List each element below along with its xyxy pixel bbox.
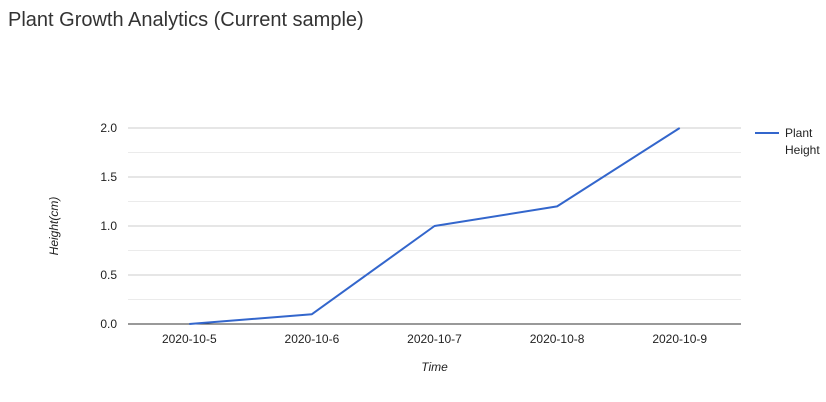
legend-label: Plant Height: [785, 126, 820, 157]
y-tick-label: 0.5: [100, 268, 117, 282]
grid-lines: [128, 127, 741, 300]
x-tick-label: 2020-10-5: [162, 332, 217, 346]
x-tick-label: 2020-10-8: [530, 332, 585, 346]
y-tick-label: 1.0: [100, 219, 117, 233]
series-lines: [189, 127, 681, 325]
y-tick-label: 0.0: [100, 317, 117, 331]
legend[interactable]: Plant Height: [755, 126, 820, 157]
y-tick-labels: 0.0 0.5 1.0 1.5 2.0: [100, 121, 117, 331]
x-axis-title: Time: [421, 360, 448, 374]
x-tick-label: 2020-10-9: [652, 332, 707, 346]
x-tick-label: 2020-10-6: [285, 332, 340, 346]
x-tick-label: 2020-10-7: [407, 332, 462, 346]
chart-title: Plant Growth Analytics (Current sample): [8, 9, 364, 31]
x-tick-labels: 2020-10-5 2020-10-6 2020-10-7 2020-10-8 2020…: [162, 332, 707, 346]
y-tick-label: 1.5: [100, 170, 117, 184]
series-line-plant-height[interactable]: [189, 127, 681, 325]
y-axis-title: Height(cm): [47, 197, 61, 256]
y-tick-label: 2.0: [100, 121, 117, 135]
